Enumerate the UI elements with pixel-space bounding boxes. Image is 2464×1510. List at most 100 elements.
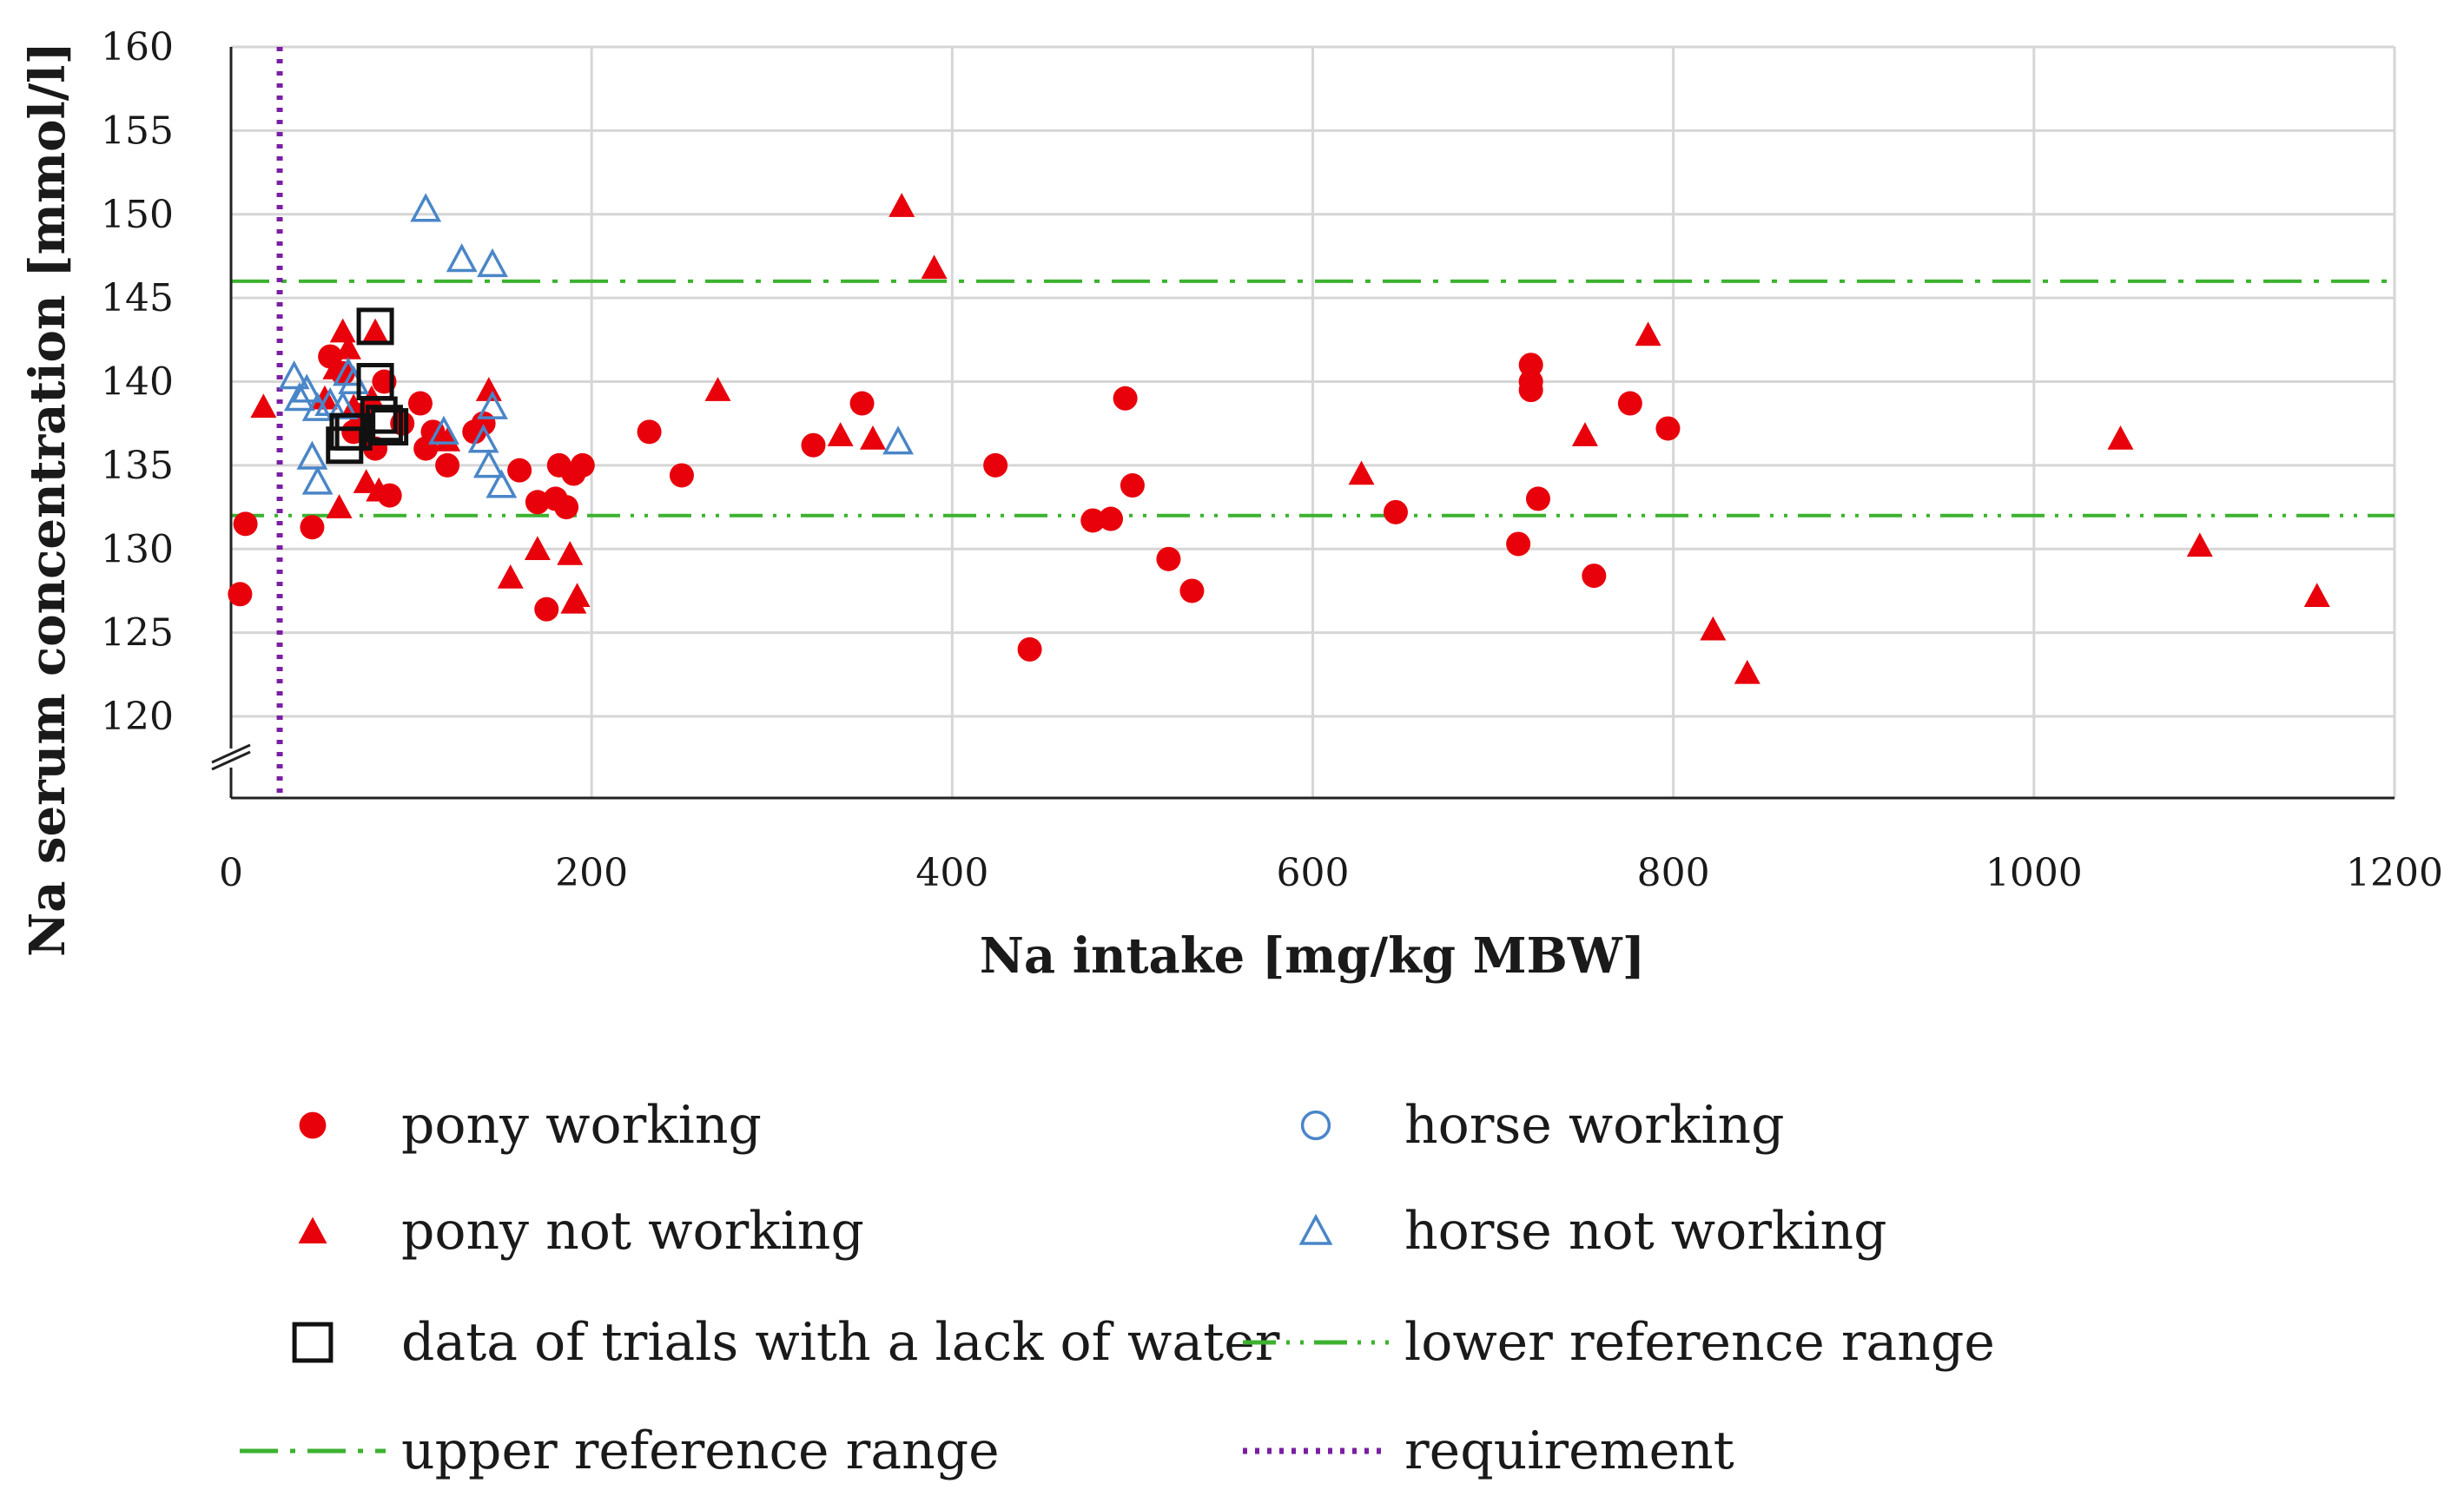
data-point [1700, 616, 1727, 641]
y-tick-label: 150 [101, 193, 174, 237]
data-point [283, 382, 315, 412]
data-point [2303, 583, 2330, 607]
data-point [888, 193, 915, 217]
data-point [1348, 460, 1375, 485]
data-point [1156, 546, 1181, 571]
legend-item: data of trials with a lack of water [292, 1312, 1280, 1373]
data-point [486, 469, 518, 498]
data-point [353, 469, 380, 493]
data-point [849, 391, 875, 416]
legend-item: requirement [1243, 1421, 1734, 1481]
data-point [1113, 386, 1138, 411]
data-point [371, 408, 409, 446]
data-point [1525, 486, 1550, 511]
data-point [356, 307, 394, 346]
data-point [434, 426, 461, 452]
data-point [554, 495, 579, 520]
y-tick-label: 160 [101, 25, 174, 69]
y-axis-title: Na serum concentration [mmol/l] [19, 42, 76, 957]
data-point [1080, 508, 1106, 533]
x-axis-title: Na intake [mg/kg MBW] [980, 927, 1646, 985]
horse-not-working-series [278, 193, 914, 498]
data-point [340, 393, 367, 419]
data-point [882, 425, 914, 455]
x-tick-label: 400 [915, 851, 988, 895]
data-point [669, 463, 694, 488]
data-point [326, 426, 364, 465]
x-tick-label: 1000 [1985, 851, 2083, 895]
data-point [859, 425, 886, 450]
y-axis-break-mark [207, 743, 255, 771]
pony-working-series [228, 344, 1681, 662]
data-point [1655, 416, 1681, 441]
x-tick-label: 200 [555, 851, 628, 895]
data-point [278, 360, 310, 390]
data-point [564, 583, 591, 607]
data-point [1571, 422, 1598, 446]
data-point [827, 422, 854, 446]
data-point [362, 318, 389, 343]
gridlines [231, 45, 2396, 798]
data-point [300, 515, 325, 540]
tick-labels: 120 125 130 135 140 145 150 155 160 0 200 400 600 800… [101, 25, 2443, 895]
x-tick-label: 0 [219, 851, 243, 895]
data-point [428, 415, 459, 445]
x-tick-label: 800 [1637, 851, 1710, 895]
data-markers [228, 193, 2330, 684]
legend-label: horse not working [1404, 1201, 1887, 1262]
data-point [228, 582, 253, 607]
data-point [2107, 425, 2134, 450]
y-tick-label: 155 [101, 109, 174, 153]
data-point [637, 419, 662, 445]
data-point [1635, 321, 1661, 346]
legend-label: lower reference range [1404, 1312, 1995, 1373]
legend-item: horse working [1300, 1095, 1785, 1156]
data-point [983, 452, 1008, 478]
data-point [446, 243, 478, 273]
data-point [921, 254, 948, 280]
data-point [524, 536, 551, 560]
legend-label: upper reference range [401, 1421, 1000, 1481]
data-point [365, 405, 403, 443]
data-point [1734, 659, 1760, 684]
legend-item: upper reference range [240, 1421, 1000, 1481]
data-point [1179, 578, 1205, 603]
reference-lines [231, 47, 2395, 798]
data-point [407, 391, 433, 416]
data-point [477, 247, 508, 278]
data-point [327, 390, 359, 419]
data-point [360, 396, 398, 434]
legend-marker-symbol [298, 1217, 327, 1244]
data-point [410, 193, 442, 222]
axes [207, 47, 2395, 800]
data-point [557, 541, 584, 565]
data-point [497, 564, 524, 589]
data-point [507, 458, 532, 483]
data-point [1518, 353, 1543, 378]
legend-marker-symbol [292, 1322, 334, 1363]
legend-label: pony not working [401, 1201, 864, 1262]
x-tick-label: 1200 [2346, 851, 2443, 895]
data-point [801, 432, 826, 458]
data-point [334, 334, 361, 359]
legend-marker-symbol [299, 1111, 327, 1139]
data-point [475, 377, 502, 401]
data-point [291, 373, 323, 403]
data-point [326, 494, 353, 518]
legend-item: pony not working [298, 1201, 864, 1262]
data-point [329, 318, 356, 343]
y-tick-label: 130 [101, 527, 174, 571]
data-point [301, 392, 334, 421]
legend-label: data of trials with a lack of water [401, 1312, 1280, 1373]
data-point [704, 377, 731, 401]
y-tick-label: 140 [101, 360, 174, 405]
data-of-trials-with-a-lack-of-water-series [326, 307, 409, 465]
data-point [1120, 473, 1145, 498]
data-point [472, 449, 505, 478]
data-point [1099, 506, 1124, 531]
data-point [1383, 499, 1408, 524]
data-point [233, 511, 258, 537]
legend: pony working horse working pony not workin… [240, 1095, 1995, 1481]
data-point [1506, 531, 1531, 557]
